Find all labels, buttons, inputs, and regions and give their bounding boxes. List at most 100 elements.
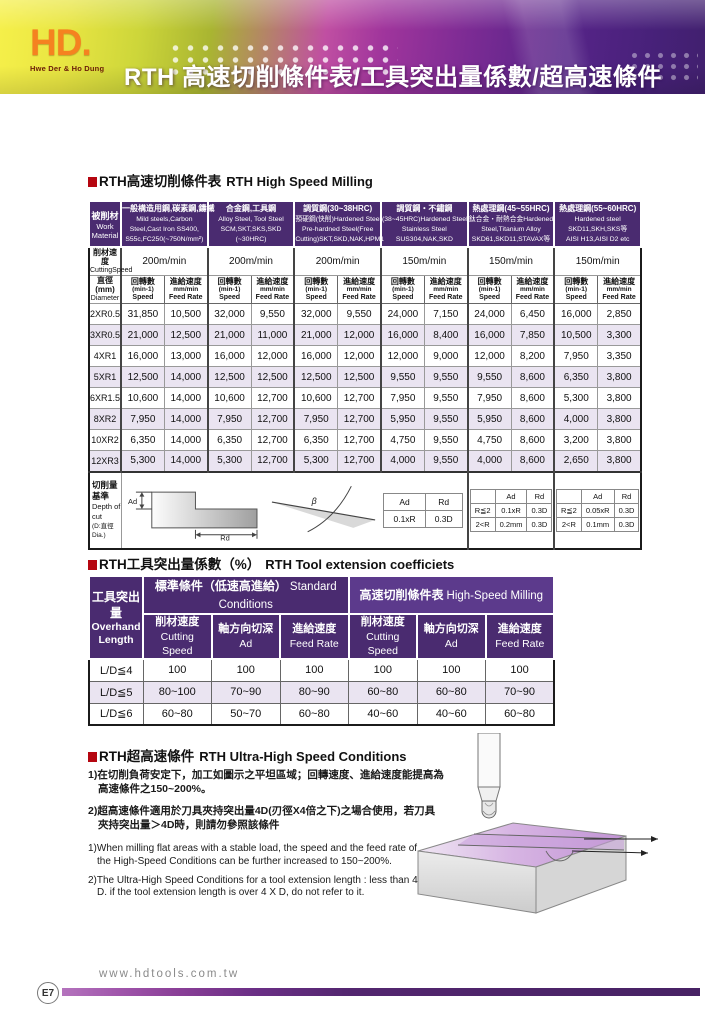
value-cell: 12,500 — [250, 366, 295, 388]
value-cell: 14,000 — [163, 366, 209, 388]
depth-mini-table-2-cell: Ad Rd R≦2 0.1xR 0.3D 2<R 0.2mm 0.3D — [466, 470, 555, 549]
website-url[interactable]: www.hdtools.com.tw — [99, 968, 240, 980]
value-cell: 3,200 — [553, 429, 599, 451]
value-cell: 100 — [485, 658, 555, 682]
value-cell: 3,800 — [597, 450, 642, 472]
value-cell: 16,000 — [466, 324, 512, 346]
table-row: 2XR0.5 31,850 10,500 32,000 9,550 32,000 9,550… — [88, 303, 642, 325]
table-row: L/D≦5 80~100 70~90 80~90 60~80 60~80 70~90 — [88, 680, 555, 704]
value-cell: 3,300 — [597, 324, 642, 346]
value-cell: 4,750 — [466, 429, 512, 451]
cutting-speed-label: 削材速度 CuttingSpeed — [88, 246, 133, 276]
value-cell: 21,000 — [293, 324, 339, 346]
row-label: 2XR0.5 — [88, 303, 122, 325]
table-row: 5XR1 12,500 14,000 12,500 12,500 12,500 12,500… — [88, 366, 642, 388]
value-cell: 12,500 — [119, 366, 165, 388]
feed-col-header: 進給速度 mm/min Feed Rate — [423, 275, 469, 304]
ball-endmill-tool-icon — [477, 732, 501, 819]
speed-col-header: 回轉數 (min-1) Speed — [553, 275, 599, 304]
value-cell: 7,150 — [423, 303, 469, 325]
page-number-badge: E7 — [37, 982, 59, 1004]
table-row: 10XR2 6,350 14,000 6,350 12,700 6,350 12,700 4,… — [88, 429, 642, 451]
value-cell: 12,500 — [163, 324, 209, 346]
value-cell: 8,600 — [510, 366, 555, 388]
section-bullet-icon — [88, 752, 97, 762]
t2-subcol-header: 進給速度 Feed Rate — [279, 613, 350, 660]
row-label: 5XR1 — [88, 366, 122, 388]
brand-logo-text: HD. — [30, 22, 92, 63]
chinese-notes: 1)在切削負荷安定下，加工如圖示之平坦區域；回轉速度、進給速度能提高為高速條件之… — [88, 768, 444, 840]
footer-bar-decoration — [62, 988, 700, 996]
value-cell: 3,800 — [597, 387, 642, 409]
table-row: 8XR2 7,950 14,000 7,950 12,700 7,950 12,700 5,9… — [88, 408, 642, 430]
value-cell: 100 — [279, 658, 350, 682]
value-cell: 32,000 — [293, 303, 339, 325]
material-header: 調質鋼・不鏽鋼 (38~45HRC)Hardened Steel Stainless… — [380, 200, 469, 248]
value-cell: 6,350 — [553, 366, 599, 388]
diameter-label: 直徑 (mm) Diameter — [88, 275, 122, 304]
value-cell: 12,500 — [337, 366, 382, 388]
value-cell: 10,500 — [553, 324, 599, 346]
material-header: 調質鋼(30~38HRC) 預硬鋼(快削)Hardened Steel Pre-ha… — [293, 200, 384, 248]
value-cell: 7,950 — [553, 345, 599, 367]
cutting-speed-value: 200m/min — [206, 246, 295, 276]
value-cell: 100 — [211, 658, 281, 682]
tool-extension-table: 工具突出量 Overhand Length 標準條件（低速高進給） Standar… — [88, 575, 556, 726]
value-cell: 2,650 — [553, 450, 599, 472]
value-cell: 12,000 — [337, 324, 382, 346]
value-cell: 10,600 — [206, 387, 252, 409]
value-cell: 6,450 — [510, 303, 555, 325]
step-depth-diagram: Ad Rd — [127, 491, 257, 542]
material-header: 一般構造用鋼,碳素鋼,鑄鐵 Mild steels,Carbon Steel,Cas… — [120, 200, 214, 248]
speed-col-header: 回轉數 (min-1) Speed — [379, 275, 425, 304]
value-cell: 60~80 — [279, 702, 350, 726]
value-cell: 5,950 — [379, 408, 425, 430]
value-cell: 7,950 — [293, 408, 339, 430]
section1-title: RTH高速切削條件表 RTH High Speed Milling — [88, 165, 373, 193]
feed-col-header: 進給速度 mm/min Feed Rate — [337, 275, 382, 304]
cutting-speed-value: 150m/min — [553, 246, 642, 276]
value-cell: 12,700 — [250, 450, 295, 472]
standard-conditions-header: 標準條件（低速高進給） Standard Conditions — [142, 575, 350, 615]
value-cell: 40~60 — [348, 702, 418, 726]
value-cell: 24,000 — [379, 303, 425, 325]
section3-title: RTH超高速條件 RTH Ultra-High Speed Conditions — [88, 740, 407, 768]
note-zh-1: 1)在切削負荷安定下，加工如圖示之平坦區域；回轉速度、進給速度能提高為高速條件之… — [88, 769, 444, 796]
row-label: 6XR1.5 — [88, 387, 122, 409]
material-header: 熱處理鋼(45~55HRC) 鈦合金・耐熱合金Hardened Steel,Tita… — [466, 200, 556, 248]
value-cell: 10,600 — [293, 387, 339, 409]
value-cell: 10,500 — [163, 303, 209, 325]
value-cell: 8,600 — [510, 450, 555, 472]
depth-mini-table-3-cell: Ad Rd R≦2 0.05xR 0.3D 2<R 0.1mm 0.3D — [553, 470, 642, 549]
milling-table-body: 2XR0.5 31,850 10,500 32,000 9,550 32,000 9,550… — [88, 303, 642, 472]
value-cell: 16,000 — [119, 345, 165, 367]
value-cell: 16,000 — [293, 345, 339, 367]
value-cell: 4,750 — [379, 429, 425, 451]
note-zh-2: 2)超高速條件適用於刀具夾持突出量4D(刃徑X4倍之下)之場合使用，若刀具夾持突… — [88, 804, 436, 832]
table-row: L/D≦4 100 100 100 100 100 100 — [88, 658, 555, 682]
svg-text:Rd: Rd — [220, 534, 230, 542]
value-cell: 24,000 — [466, 303, 512, 325]
value-cell: 31,850 — [119, 303, 165, 325]
cutting-speed-value: 200m/min — [293, 246, 382, 276]
value-cell: 4,000 — [466, 450, 512, 472]
speed-col-header: 回轉數 (min-1) Speed — [293, 275, 339, 304]
speed-col-header: 回轉數 (min-1) Speed — [119, 275, 165, 304]
row-label: L/D≦5 — [88, 680, 144, 704]
value-cell: 12,000 — [379, 345, 425, 367]
t2-subcol-header: 軸方向切深 Ad — [210, 613, 281, 660]
svg-text:β: β — [311, 496, 317, 506]
value-cell: 3,800 — [597, 429, 642, 451]
value-cell: 4,000 — [379, 450, 425, 472]
value-cell: 14,000 — [163, 429, 209, 451]
value-cell: 21,000 — [206, 324, 252, 346]
value-cell: 7,950 — [206, 408, 252, 430]
feed-col-header: 進給速度 mm/min Feed Rate — [597, 275, 642, 304]
value-cell: 8,600 — [510, 429, 555, 451]
section-bullet-icon — [88, 177, 97, 187]
work-material-header: 被削材 Work Material — [88, 200, 122, 248]
value-cell: 9,550 — [423, 408, 469, 430]
cutting-speed-value: 150m/min — [466, 246, 555, 276]
depth-of-cut-label: 切削量基準 Depth of cut (D:直徑 Dia.) — [88, 470, 122, 549]
